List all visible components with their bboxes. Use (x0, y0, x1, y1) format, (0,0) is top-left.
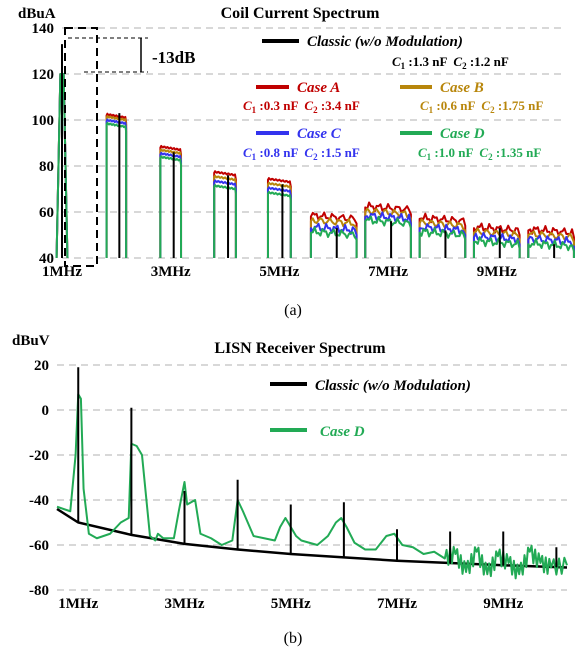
legend-label-case-d-b: Case D (320, 424, 365, 440)
x-ticks-a: 1MHz 3MHz 5MHz 7MHz 9MHz (42, 264, 517, 280)
legend-params-case-d: C1 :1.0 nF C2 :1.35 nF (418, 145, 541, 162)
x-tick-label-a-1: 3MHz (151, 264, 191, 280)
x-tick-label-a-4: 9MHz (477, 264, 517, 280)
x-tick-label-b-1: 3MHz (165, 596, 205, 612)
y-tick-label-a-3: 100 (32, 113, 55, 129)
classic-harmonics-b (77, 367, 558, 568)
x-tick-label-a-2: 5MHz (259, 264, 299, 280)
series-line-case-d-b (56, 393, 568, 580)
legend-params-case-a: C1 :0.3 nF C2 :3.4 nF (243, 98, 360, 115)
y-tick-label-a-5: 140 (32, 21, 55, 37)
title-b: LISN Receiver Spectrum (214, 340, 386, 357)
x-tick-label-b-2: 5MHz (271, 596, 311, 612)
classic-floor-line (56, 507, 568, 569)
y-tick-label-a-2: 80 (39, 159, 54, 175)
grid-b (57, 364, 567, 591)
y-tick-label-b-0: -80 (29, 583, 49, 599)
legend-label-classic: Classic (w/o Modulation) (307, 34, 463, 50)
legend-label-case-c: Case C (297, 126, 342, 142)
y-tick-label-b-2: -40 (29, 493, 49, 509)
legend-b: Classic (w/o Modulation) Case D (270, 378, 471, 440)
x-tick-label-b-4: 9MHz (483, 596, 523, 612)
lisn-receiver-chart: dBuV LISN Receiver Spectrum -80 -60 -40 -20… (12, 333, 568, 647)
annotation-text: -13dB (152, 48, 195, 67)
title-a: Coil Current Spectrum (221, 5, 380, 22)
legend-label-classic-b: Classic (w/o Modulation) (315, 378, 471, 394)
x-tick-label-a-0: 1MHz (42, 264, 82, 280)
legend-label-case-a: Case A (297, 80, 340, 96)
coil-current-chart: dBuA Coil Current Spectrum 40 60 80 100 120 1… (18, 5, 575, 319)
legend-label-case-d: Case D (440, 126, 485, 142)
ylabel-a: dBuA (18, 6, 56, 22)
x-ticks-b: 1MHz 3MHz 5MHz 7MHz 9MHz (58, 596, 523, 612)
ylabel-b: dBuV (12, 333, 50, 349)
x-tick-label-b-3: 7MHz (377, 596, 417, 612)
x-tick-label-a-3: 7MHz (368, 264, 408, 280)
caption-b: (b) (284, 630, 303, 647)
legend-params-classic: C1 :1.3 nF C2 :1.2 nF (392, 54, 509, 71)
x-tick-label-b-0: 1MHz (58, 596, 98, 612)
y-tick-label-a-4: 120 (32, 67, 55, 83)
fundamental-box (64, 27, 98, 267)
y-tick-label-a-1: 60 (39, 205, 54, 221)
legend-params-case-b: C1 :0.6 nF C2 :1.75 nF (420, 98, 543, 115)
y-tick-label-b-3: -20 (29, 448, 49, 464)
legend-a: Classic (w/o Modulation) C1 :1.3 nF C2 :1… (243, 34, 543, 162)
series-b (56, 393, 568, 580)
legend-label-case-b: Case B (440, 80, 484, 96)
caption-a: (a) (284, 302, 302, 319)
classic-harmonics-a (61, 44, 556, 258)
legend-params-case-c: C1 :0.8 nF C2 :1.5 nF (243, 145, 360, 162)
y-tick-label-a-0: 40 (39, 251, 54, 267)
y-tick-label-b-4: 0 (42, 403, 50, 419)
annotation-13db: -13dB (64, 27, 195, 267)
y-ticks-a: 40 60 80 100 120 140 (32, 21, 55, 267)
y-tick-label-b-1: -60 (29, 538, 49, 554)
y-tick-label-b-5: 20 (34, 358, 49, 374)
y-ticks-b: -80 -60 -40 -20 0 20 (29, 358, 49, 599)
